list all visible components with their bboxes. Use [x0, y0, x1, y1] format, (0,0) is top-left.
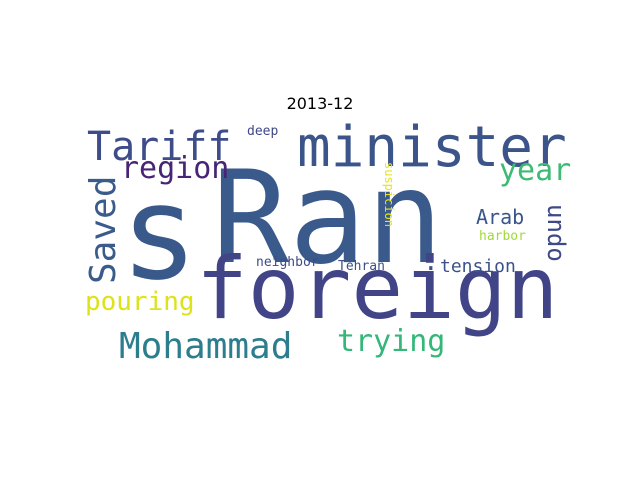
word-undo: undo: [542, 204, 570, 262]
word-year: year: [499, 153, 571, 188]
word-foreign: foreign: [196, 239, 558, 339]
word-trying: trying: [337, 324, 445, 359]
word-neighbor: neighbor: [256, 255, 319, 270]
word-minister: minister: [297, 115, 567, 180]
word-harbor: harbor: [479, 229, 526, 244]
word-region: region: [121, 151, 229, 186]
word-tariff: Tariff: [87, 124, 232, 170]
word-tehran: Tehran: [338, 259, 385, 274]
figure-title: 2013-12: [286, 94, 354, 113]
word-pouring: pouring: [85, 287, 195, 317]
word-ran: Ran: [212, 144, 443, 293]
word-saved: Saved: [83, 176, 124, 284]
word-suspicion: suspicion: [382, 162, 396, 227]
word-arab: Arab: [476, 205, 524, 229]
word-dot: .: [423, 247, 439, 277]
word-mohammad: Mohammad: [119, 326, 292, 367]
word-deep: deep: [247, 124, 278, 139]
word-s: s: [120, 157, 198, 309]
word-tension: tension: [440, 256, 516, 277]
